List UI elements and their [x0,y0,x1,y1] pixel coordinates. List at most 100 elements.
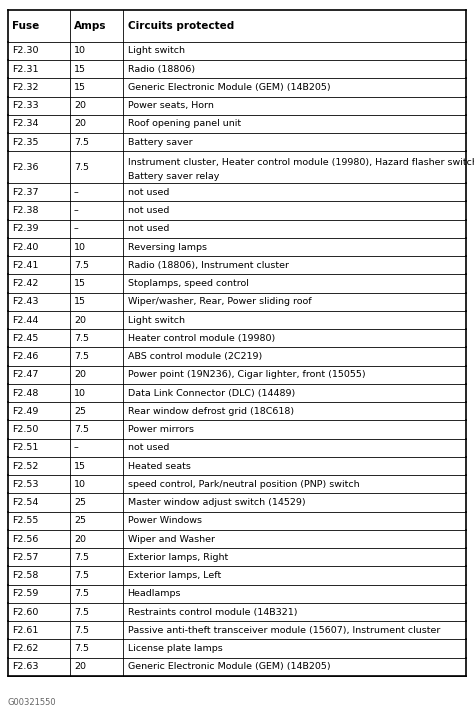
Text: F2.31: F2.31 [12,65,38,74]
Text: Heater control module (19980): Heater control module (19980) [128,334,275,343]
Text: Reversing lamps: Reversing lamps [128,242,207,252]
Bar [8,151,466,183]
Bar [8,621,466,639]
Bar [8,60,466,78]
Text: F2.59: F2.59 [12,589,38,599]
Text: Fuse: Fuse [12,21,39,31]
Text: Roof opening panel unit: Roof opening panel unit [128,119,241,129]
Text: F2.56: F2.56 [12,535,38,544]
Text: Circuits protected: Circuits protected [128,21,235,31]
Text: Restraints control module (14B321): Restraints control module (14B321) [128,608,297,616]
Bar [8,603,466,621]
Text: F2.39: F2.39 [12,224,38,233]
Bar [8,457,466,475]
Text: Generic Electronic Module (GEM) (14B205): Generic Electronic Module (GEM) (14B205) [128,83,330,92]
Bar [8,584,466,603]
Text: F2.52: F2.52 [12,461,38,471]
Text: speed control, Park/neutral position (PNP) switch: speed control, Park/neutral position (PN… [128,480,359,489]
Text: –: – [74,188,79,197]
Bar [8,512,466,530]
Text: not used: not used [128,224,169,233]
Text: F2.35: F2.35 [12,138,38,146]
Text: F2.54: F2.54 [12,498,38,507]
Bar [8,348,466,365]
Text: F2.32: F2.32 [12,83,38,92]
Text: 25: 25 [74,407,86,416]
Bar [8,365,466,384]
Text: F2.49: F2.49 [12,407,38,416]
Text: Radio (18806): Radio (18806) [128,65,195,74]
Text: Exterior lamps, Left: Exterior lamps, Left [128,571,221,580]
Bar [8,238,466,256]
Text: F2.44: F2.44 [12,316,38,325]
Bar [8,220,466,238]
Text: F2.53: F2.53 [12,480,38,489]
Text: 25: 25 [74,498,86,507]
Text: 10: 10 [74,46,86,55]
Text: F2.45: F2.45 [12,334,38,343]
Text: F2.40: F2.40 [12,242,38,252]
Text: –: – [74,206,79,215]
Text: 10: 10 [74,480,86,489]
Text: F2.42: F2.42 [12,279,38,288]
Text: F2.61: F2.61 [12,626,38,635]
Text: Headlamps: Headlamps [128,589,181,599]
Text: not used: not used [128,206,169,215]
Text: 15: 15 [74,461,86,471]
Text: F2.33: F2.33 [12,101,38,110]
Text: Exterior lamps, Right: Exterior lamps, Right [128,553,228,562]
Bar [8,133,466,151]
Text: Data Link Connector (DLC) (14489): Data Link Connector (DLC) (14489) [128,389,295,397]
Text: F2.43: F2.43 [12,297,38,306]
Text: F2.55: F2.55 [12,516,38,525]
Text: Passive anti-theft transceiver module (15607), Instrument cluster: Passive anti-theft transceiver module (1… [128,626,440,635]
Text: 7.5: 7.5 [74,334,89,343]
Text: Radio (18806), Instrument cluster: Radio (18806), Instrument cluster [128,261,289,269]
Bar [8,293,466,311]
Text: Light switch: Light switch [128,46,184,55]
Bar [8,548,466,567]
Text: 7.5: 7.5 [74,608,89,616]
Text: F2.30: F2.30 [12,46,38,55]
Text: 15: 15 [74,279,86,288]
Text: G00321550: G00321550 [8,698,56,707]
Text: Heated seats: Heated seats [128,461,191,471]
Bar [8,439,466,457]
Text: F2.36: F2.36 [12,163,38,172]
Text: not used: not used [128,444,169,452]
Bar [8,183,466,201]
Text: –: – [74,444,79,452]
Text: Power point (19N236), Cigar lighter, front (15055): Power point (19N236), Cigar lighter, fro… [128,370,365,380]
Text: 20: 20 [74,535,86,544]
Text: 20: 20 [74,101,86,110]
Text: Power seats, Horn: Power seats, Horn [128,101,213,110]
Bar [8,639,466,658]
Bar [8,493,466,512]
Bar [8,78,466,97]
Text: F2.48: F2.48 [12,389,38,397]
Text: F2.47: F2.47 [12,370,38,380]
Text: 10: 10 [74,242,86,252]
Text: –: – [74,224,79,233]
Text: Power Windows: Power Windows [128,516,201,525]
Text: Battery saver relay: Battery saver relay [128,173,219,181]
Text: 20: 20 [74,316,86,325]
Bar [8,567,466,584]
Bar [8,97,466,115]
Text: 15: 15 [74,83,86,92]
Text: 7.5: 7.5 [74,163,89,172]
Text: 7.5: 7.5 [74,425,89,434]
Text: License plate lamps: License plate lamps [128,644,222,653]
Bar [8,256,466,274]
Bar [8,420,466,439]
Text: F2.34: F2.34 [12,119,38,129]
Text: F2.50: F2.50 [12,425,38,434]
Text: 20: 20 [74,663,86,671]
Bar [8,329,466,348]
Text: Generic Electronic Module (GEM) (14B205): Generic Electronic Module (GEM) (14B205) [128,663,330,671]
Text: F2.41: F2.41 [12,261,38,269]
Text: F2.60: F2.60 [12,608,38,616]
Text: 7.5: 7.5 [74,138,89,146]
Text: F2.37: F2.37 [12,188,38,197]
Text: 7.5: 7.5 [74,553,89,562]
